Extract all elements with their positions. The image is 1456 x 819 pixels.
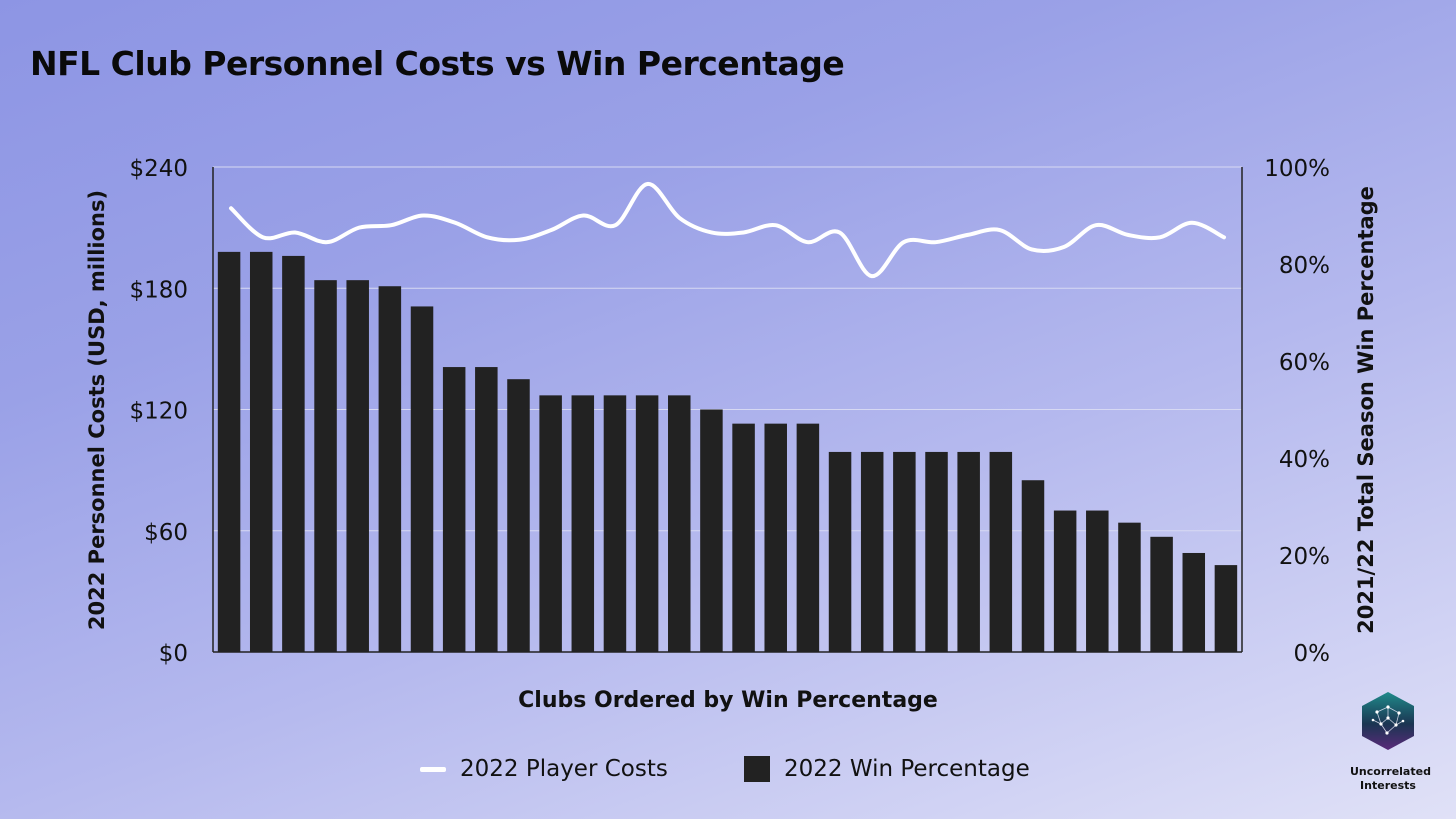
- bar: [282, 255, 305, 652]
- chart-title: NFL Club Personnel Costs vs Win Percenta…: [30, 44, 845, 83]
- bar: [700, 409, 723, 652]
- bar: [796, 423, 820, 652]
- legend-box-swatch: [744, 756, 770, 782]
- legend-item-costs: 2022 Player Costs: [420, 756, 668, 782]
- bar: [1150, 536, 1173, 652]
- bar: [539, 395, 562, 652]
- cost-line: [229, 181, 1226, 279]
- bar: [249, 251, 273, 652]
- cost-line-path: [229, 181, 1226, 279]
- bar: [571, 395, 595, 652]
- bar: [764, 423, 787, 652]
- x-axis-label: Clubs Ordered by Win Percentage: [518, 688, 938, 713]
- tick-labels: $0 $60 $120 $180 $240 0% 20% 40% 60% 80% 100%: [129, 156, 1330, 667]
- bar: [1086, 510, 1109, 652]
- logo-text-line2: Interests: [1360, 779, 1416, 792]
- bar: [925, 451, 948, 652]
- right-tick-label: 60%: [1279, 350, 1330, 376]
- axes: [212, 167, 1243, 653]
- left-tick-label: $120: [129, 399, 188, 425]
- bar: [957, 451, 980, 652]
- bar: [378, 286, 402, 652]
- right-tick-label: 100%: [1264, 156, 1330, 182]
- right-tick-label: 20%: [1279, 544, 1330, 570]
- bar: [410, 306, 434, 652]
- logo-text-line1: Uncorrelated: [1350, 765, 1431, 778]
- left-axis-label: 2022 Personnel Costs (USD, millions): [85, 190, 109, 630]
- legend: 2022 Player Costs 2022 Win Percentage: [0, 756, 1456, 790]
- right-axis-label: 2021/22 Total Season Win Percentage: [1354, 186, 1378, 634]
- hexagon-network-logo-icon: [1362, 692, 1414, 750]
- bar: [1214, 565, 1238, 652]
- left-tick-label: $0: [159, 641, 188, 667]
- brand-logo: Uncorrelated Interests: [1350, 690, 1431, 793]
- bar: [507, 379, 530, 652]
- bar: [217, 251, 241, 652]
- left-tick-label: $240: [129, 156, 188, 182]
- bar: [1182, 552, 1206, 652]
- legend-item-win: 2022 Win Percentage: [744, 756, 1030, 782]
- bar: [1021, 480, 1045, 652]
- right-tick-label: 0%: [1294, 641, 1331, 667]
- bar: [635, 395, 659, 652]
- right-tick-label: 40%: [1279, 447, 1330, 473]
- bar: [346, 280, 369, 652]
- bar: [860, 451, 884, 652]
- legend-label: 2022 Win Percentage: [784, 756, 1030, 782]
- right-tick-label: 80%: [1279, 253, 1330, 279]
- bar: [1118, 522, 1141, 652]
- bar: [603, 395, 627, 652]
- bar: [442, 367, 466, 652]
- bar: [668, 395, 691, 652]
- left-tick-label: $180: [129, 277, 188, 303]
- bar: [828, 451, 852, 652]
- bar: [989, 451, 1013, 652]
- legend-line-swatch: [420, 766, 446, 772]
- bars: [217, 251, 1238, 652]
- legend-label: 2022 Player Costs: [460, 756, 668, 782]
- bar: [732, 423, 755, 652]
- left-tick-label: $60: [144, 520, 188, 546]
- bar: [893, 451, 916, 652]
- bar: [314, 280, 337, 652]
- bar: [1053, 510, 1077, 652]
- bar: [475, 367, 498, 652]
